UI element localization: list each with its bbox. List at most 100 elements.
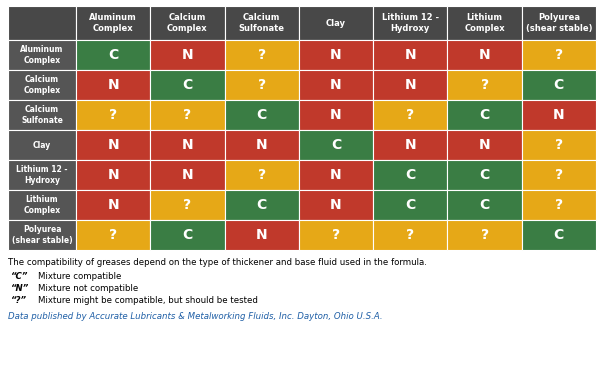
Text: N: N [107, 138, 119, 152]
Text: Polyurea
(shear stable): Polyurea (shear stable) [526, 13, 592, 33]
Text: Mixture might be compatible, but should be tested: Mixture might be compatible, but should … [38, 296, 258, 305]
Bar [299, 70, 373, 100]
Text: N: N [479, 138, 490, 152]
Text: C: C [479, 168, 490, 182]
Text: C: C [182, 228, 193, 242]
Text: Clay: Clay [33, 141, 51, 150]
Bar [76, 160, 150, 190]
Text: C: C [479, 198, 490, 212]
Text: ?: ? [555, 48, 563, 62]
Text: C: C [182, 78, 193, 92]
Bar [373, 6, 448, 40]
Text: C: C [405, 198, 415, 212]
Bar [448, 190, 522, 220]
Text: N: N [256, 228, 268, 242]
Bar [522, 6, 596, 40]
Text: N: N [479, 48, 490, 62]
Bar [150, 70, 224, 100]
Text: N: N [107, 198, 119, 212]
Bar [8, 160, 76, 190]
Text: Mixture not compatible: Mixture not compatible [38, 284, 138, 293]
Text: N: N [182, 168, 193, 182]
Bar [299, 6, 373, 40]
Text: Clay: Clay [326, 19, 346, 27]
Bar [8, 220, 76, 250]
Text: N: N [330, 168, 342, 182]
Bar [76, 40, 150, 70]
Bar [299, 160, 373, 190]
Bar [299, 190, 373, 220]
Bar [150, 100, 224, 130]
Bar [299, 220, 373, 250]
Bar [76, 70, 150, 100]
Bar [150, 40, 224, 70]
Bar [448, 40, 522, 70]
Bar [150, 6, 224, 40]
Bar [8, 190, 76, 220]
Bar [76, 220, 150, 250]
Text: N: N [107, 78, 119, 92]
Text: C: C [554, 228, 564, 242]
Bar [299, 130, 373, 160]
Text: Lithium 12 -
Hydroxy: Lithium 12 - Hydroxy [382, 13, 439, 33]
Text: C: C [257, 198, 267, 212]
Text: ?: ? [481, 78, 488, 92]
Text: ?: ? [555, 198, 563, 212]
Bar [76, 100, 150, 130]
Text: ?: ? [257, 168, 266, 182]
Text: The compatibility of greases depend on the type of thickener and base fluid used: The compatibility of greases depend on t… [8, 258, 427, 267]
Bar [76, 6, 150, 40]
Bar [522, 70, 596, 100]
Bar [373, 100, 448, 130]
Text: Calcium
Sulfonate: Calcium Sulfonate [21, 105, 63, 125]
Bar [522, 40, 596, 70]
Bar [522, 160, 596, 190]
Bar [299, 100, 373, 130]
Text: N: N [256, 138, 268, 152]
Text: ?: ? [109, 228, 117, 242]
Bar [224, 100, 299, 130]
Text: “C”: “C” [10, 272, 28, 281]
Text: C: C [405, 168, 415, 182]
Bar [224, 220, 299, 250]
Text: Lithium
Complex: Lithium Complex [464, 13, 505, 33]
Text: N: N [330, 48, 342, 62]
Text: C: C [108, 48, 118, 62]
Text: Calcium
Complex: Calcium Complex [23, 75, 61, 95]
Text: ?: ? [109, 108, 117, 122]
Bar [373, 40, 448, 70]
Text: N: N [330, 198, 342, 212]
Text: N: N [182, 138, 193, 152]
Bar [522, 130, 596, 160]
Text: ?: ? [406, 228, 415, 242]
Bar [150, 220, 224, 250]
Bar [373, 70, 448, 100]
Text: Aluminum
Complex: Aluminum Complex [20, 45, 64, 65]
Bar [76, 130, 150, 160]
Text: C: C [257, 108, 267, 122]
Bar [8, 70, 76, 100]
Text: Lithium 12 -
Hydroxy: Lithium 12 - Hydroxy [16, 165, 68, 185]
Bar [299, 40, 373, 70]
Text: ?: ? [555, 138, 563, 152]
Bar [373, 160, 448, 190]
Text: Aluminum
Complex: Aluminum Complex [89, 13, 137, 33]
Text: ?: ? [555, 168, 563, 182]
Bar [224, 6, 299, 40]
Text: ?: ? [184, 108, 191, 122]
Text: Data published by Accurate Lubricants & Metalworking Fluids, Inc. Dayton, Ohio U: Data published by Accurate Lubricants & … [8, 312, 383, 321]
Text: N: N [404, 48, 416, 62]
Text: C: C [554, 78, 564, 92]
Text: Mixture compatible: Mixture compatible [38, 272, 121, 281]
Bar [224, 40, 299, 70]
Bar [448, 70, 522, 100]
Text: C: C [479, 108, 490, 122]
Text: ?: ? [406, 108, 415, 122]
Text: Polyurea
(shear stable): Polyurea (shear stable) [11, 225, 73, 245]
Text: ?: ? [184, 198, 191, 212]
Bar [76, 190, 150, 220]
Bar [522, 100, 596, 130]
Bar [224, 70, 299, 100]
Text: N: N [553, 108, 565, 122]
Text: “?”: “?” [10, 296, 26, 305]
